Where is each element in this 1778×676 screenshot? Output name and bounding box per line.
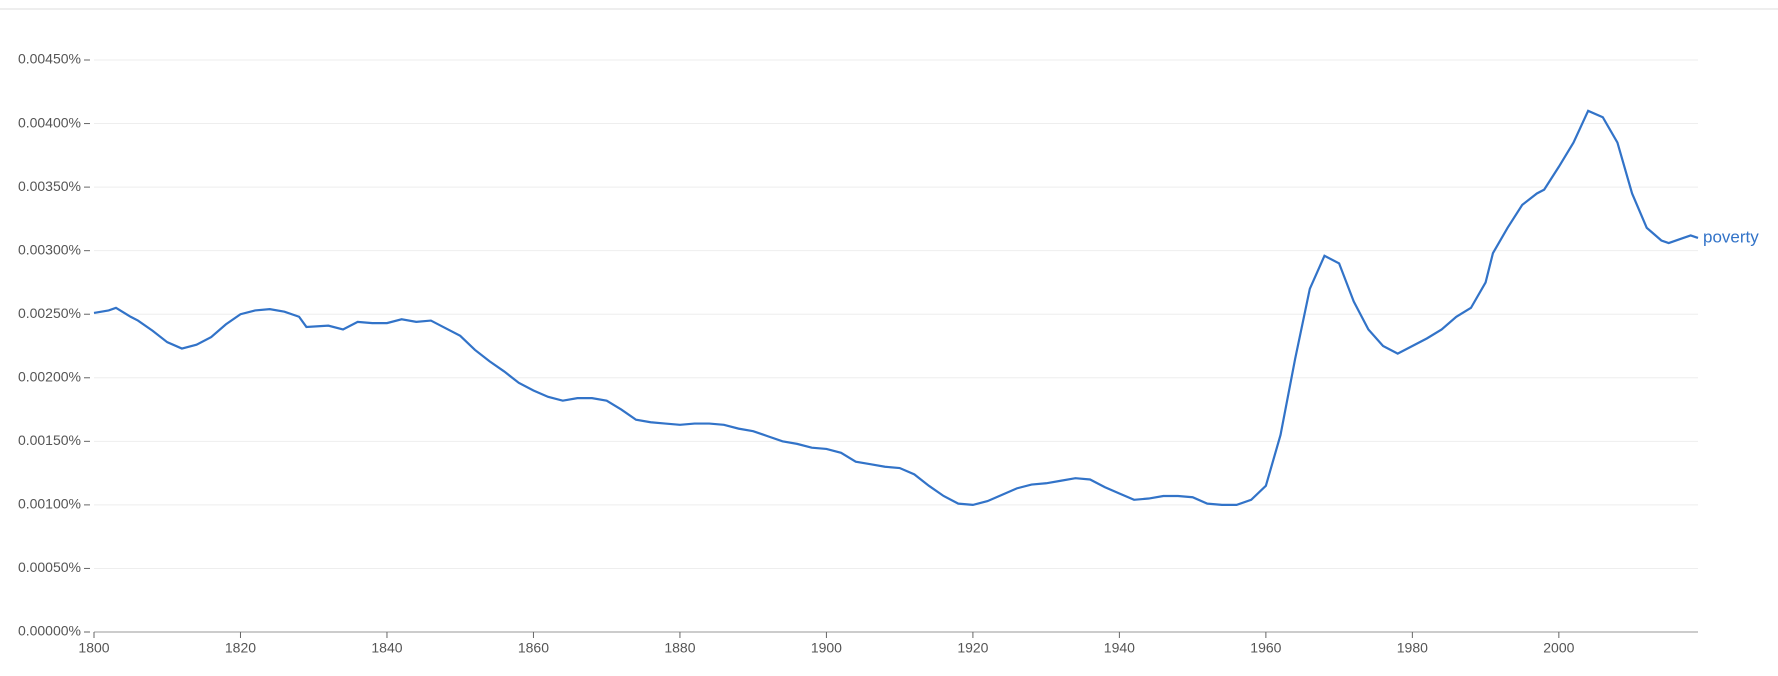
y-tick-label: 0.00100% [18,496,81,512]
x-tick-label: 1840 [371,640,402,656]
y-tick-label: 0.00400% [18,114,81,130]
x-tick-label: 1940 [1104,640,1135,656]
x-tick-label: 1920 [957,640,988,656]
x-tick-label: 1800 [78,640,109,656]
x-tick-label: 1880 [664,640,695,656]
y-tick-label: 0.00150% [18,432,81,448]
series-line[interactable] [93,109,1699,507]
y-tick-label: 0.00000% [18,623,81,639]
y-tick-label: 0.00050% [18,559,81,575]
x-tick-label: 1980 [1397,640,1428,656]
y-tick-label: 0.00200% [18,368,81,384]
x-tick-label: 2000 [1543,640,1574,656]
y-tick-label: 0.00250% [18,305,81,321]
series-label[interactable]: poverty [1703,227,1759,246]
y-tick-label: 0.00350% [18,178,81,194]
x-tick-label: 1860 [518,640,549,656]
y-tick-label: 0.00300% [18,241,81,257]
x-tick-label: 1820 [225,640,256,656]
x-tick-label: 1960 [1250,640,1281,656]
x-tick-label: 1900 [811,640,842,656]
y-tick-label: 0.00450% [18,51,81,67]
